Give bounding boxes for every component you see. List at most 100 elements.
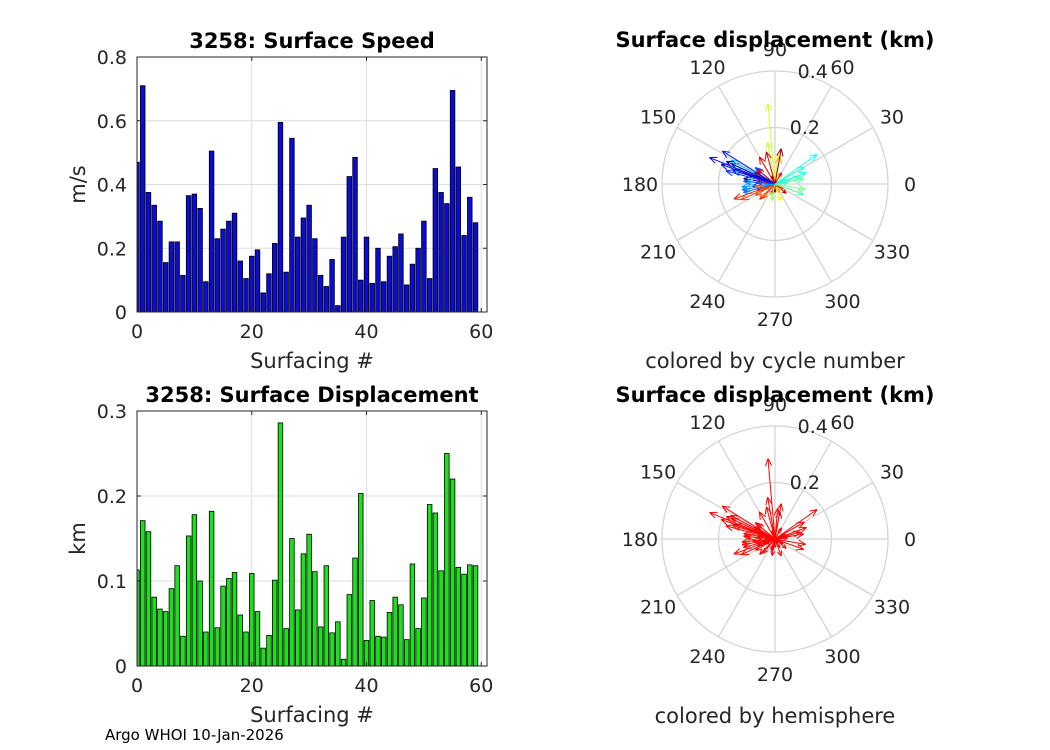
displacement-vector bbox=[774, 538, 805, 551]
angle-label: 210 bbox=[640, 242, 676, 264]
y-axis-label: km bbox=[66, 522, 90, 555]
displacement-vector bbox=[755, 183, 776, 196]
displacement-vector bbox=[709, 156, 776, 185]
bar bbox=[438, 570, 444, 667]
bar bbox=[162, 611, 169, 667]
y-tick-label: 0 bbox=[115, 302, 127, 324]
bar bbox=[467, 196, 473, 313]
x-tick-label: 20 bbox=[240, 675, 264, 697]
bar bbox=[185, 195, 192, 313]
bar bbox=[312, 571, 318, 667]
bar bbox=[220, 228, 226, 313]
bar bbox=[254, 249, 261, 313]
displacement-vector bbox=[771, 530, 776, 540]
x-tick-label: 20 bbox=[240, 321, 264, 343]
y-tick-label: 0.8 bbox=[97, 47, 127, 69]
bar bbox=[289, 137, 295, 313]
angle-label: 120 bbox=[689, 412, 725, 434]
angle-label: 240 bbox=[689, 646, 725, 668]
y-tick-label: 0.2 bbox=[97, 486, 127, 508]
bar bbox=[449, 478, 456, 667]
bar bbox=[369, 600, 375, 667]
angle-label: 0 bbox=[904, 174, 916, 196]
angle-label: 300 bbox=[824, 646, 860, 668]
displacement-vector bbox=[774, 526, 807, 540]
angle-label: 270 bbox=[757, 309, 793, 331]
bar bbox=[317, 274, 324, 313]
bar bbox=[151, 204, 157, 313]
bar bbox=[421, 597, 427, 667]
displacement-vector bbox=[743, 183, 776, 195]
angle-label: 90 bbox=[763, 394, 787, 416]
displacement-vector bbox=[709, 511, 776, 540]
y-tick-label: 0.3 bbox=[97, 401, 127, 423]
displacement-vector bbox=[770, 538, 776, 552]
polar-chart-4: 0 30 60 90 120 150 180 210 240 270 300 330 0.2 0.4 Sur… bbox=[615, 383, 934, 728]
displacement-vector bbox=[774, 503, 784, 540]
chart-title: 3258: Surface Speed bbox=[189, 29, 435, 53]
bar bbox=[191, 193, 198, 313]
chart-title: Surface displacement (km) bbox=[615, 28, 934, 52]
bar bbox=[272, 579, 278, 667]
displacement-vector bbox=[774, 538, 806, 547]
chart-title: Surface displacement (km) bbox=[615, 383, 934, 407]
bar bbox=[157, 220, 163, 313]
axes-box bbox=[136, 410, 488, 667]
bar bbox=[415, 247, 421, 313]
bar bbox=[455, 567, 462, 667]
angle-label: 30 bbox=[880, 462, 904, 484]
bar bbox=[461, 235, 467, 313]
bar bbox=[472, 565, 479, 667]
x-axis-label: Surfacing # bbox=[250, 703, 374, 727]
angle-label: 270 bbox=[757, 664, 793, 686]
bar bbox=[358, 279, 364, 313]
bar bbox=[203, 281, 209, 313]
angle-label: 180 bbox=[622, 529, 658, 551]
displacement-vector bbox=[721, 505, 776, 540]
bar bbox=[214, 238, 221, 313]
angle-label: 120 bbox=[689, 57, 725, 79]
angular-spoke bbox=[774, 538, 874, 597]
bar bbox=[398, 604, 404, 667]
bar bbox=[392, 246, 398, 313]
displacement-vector bbox=[733, 538, 776, 555]
bar bbox=[381, 281, 387, 313]
polar-chart-3: 0 30 60 90 120 150 180 210 240 270 300 330 0.2 0.4 Sur… bbox=[615, 28, 934, 373]
displacement-vector bbox=[774, 154, 818, 185]
bar bbox=[174, 241, 180, 313]
bar bbox=[226, 578, 232, 667]
bar bbox=[220, 585, 226, 667]
bar bbox=[145, 192, 152, 313]
bar bbox=[168, 588, 175, 667]
bar bbox=[266, 635, 272, 667]
bar bbox=[294, 236, 301, 313]
bar bbox=[438, 192, 444, 313]
bar bbox=[449, 90, 456, 313]
bar-chart-2: 0 20 40 60 0 0.1 0.2 0.3 3258: Surface Displacem… bbox=[66, 383, 493, 727]
chart-title: 3258: Surface Displacement bbox=[145, 383, 478, 407]
angular-spoke bbox=[717, 183, 776, 283]
bar bbox=[277, 422, 284, 667]
angle-label: 150 bbox=[640, 462, 676, 484]
displacement-vector bbox=[758, 511, 776, 540]
y-tick-label: 0 bbox=[115, 656, 127, 678]
bar bbox=[386, 255, 393, 313]
displacement-vector bbox=[774, 176, 804, 185]
displacement-vector bbox=[755, 538, 776, 551]
bar bbox=[358, 493, 364, 667]
x-tick-label: 40 bbox=[354, 675, 378, 697]
displacement-vector bbox=[733, 183, 776, 200]
radial-tick-label: 0.2 bbox=[790, 472, 820, 494]
bar bbox=[467, 564, 473, 667]
displacement-vector bbox=[743, 533, 776, 541]
bar bbox=[208, 150, 215, 313]
x-tick-label: 0 bbox=[131, 675, 143, 697]
bar bbox=[421, 220, 427, 313]
bar bbox=[472, 222, 479, 313]
displacement-vector bbox=[741, 537, 776, 545]
bar bbox=[214, 627, 221, 667]
bar bbox=[375, 247, 381, 313]
angular-spoke bbox=[774, 538, 833, 638]
chart-caption: colored by hemisphere bbox=[655, 704, 896, 728]
bar bbox=[392, 596, 398, 667]
